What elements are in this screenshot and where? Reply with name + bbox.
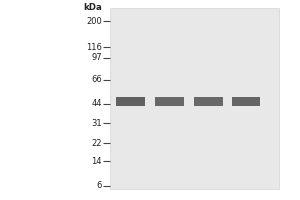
- Bar: [116, 97, 145, 106]
- Text: 66: 66: [91, 75, 102, 84]
- Text: 200: 200: [86, 17, 102, 25]
- Bar: [155, 97, 184, 106]
- Text: 116: 116: [86, 43, 102, 51]
- Bar: [110, 8, 279, 189]
- Text: 31: 31: [92, 118, 102, 128]
- Bar: [194, 97, 223, 106]
- Text: 6: 6: [97, 182, 102, 190]
- Text: 44: 44: [92, 99, 102, 108]
- Text: 97: 97: [92, 53, 102, 62]
- Text: kDa: kDa: [83, 2, 102, 11]
- Text: 14: 14: [92, 156, 102, 166]
- Text: 22: 22: [92, 138, 102, 148]
- Bar: [232, 97, 260, 106]
